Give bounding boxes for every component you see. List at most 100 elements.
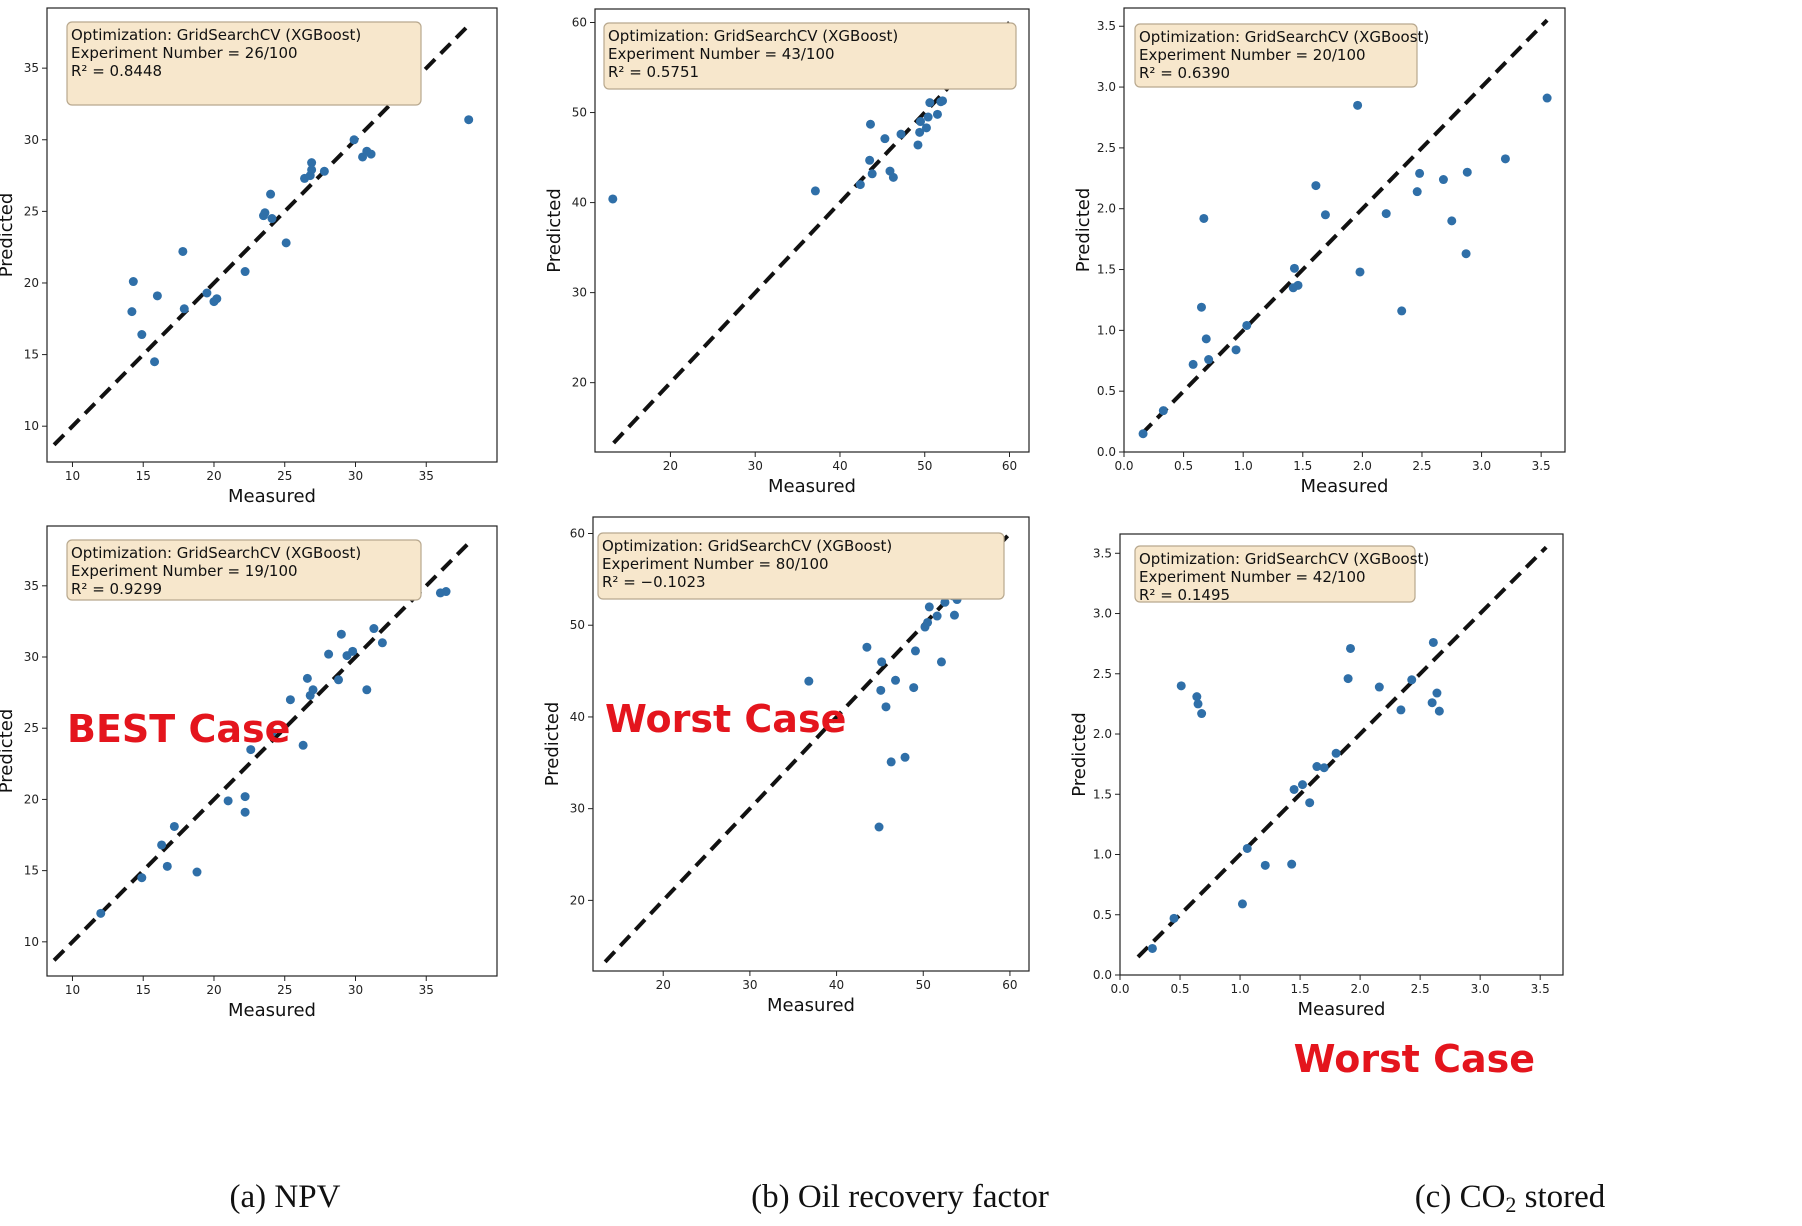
x-tick-label: 50 <box>917 459 932 473</box>
data-point <box>319 166 329 176</box>
data-point <box>896 129 906 139</box>
y-tick-label: 2.0 <box>1093 727 1112 741</box>
data-point <box>876 685 886 695</box>
data-point <box>1289 784 1299 794</box>
data-point <box>1462 167 1472 177</box>
data-point <box>1147 943 1157 953</box>
y-tick-label: 2.0 <box>1097 202 1116 216</box>
data-point <box>150 357 160 367</box>
x-tick-label: 30 <box>748 459 763 473</box>
data-point <box>886 757 896 767</box>
y-tick-label: 40 <box>570 710 585 724</box>
x-tick-label: 0.0 <box>1110 982 1129 996</box>
data-point <box>169 821 179 831</box>
data-point <box>1188 359 1198 369</box>
y-tick-label: 60 <box>570 527 585 541</box>
data-point <box>223 796 233 806</box>
annotation-line: Optimization: GridSearchCV (XGBoost) <box>71 544 361 562</box>
data-point <box>334 675 344 685</box>
data-point <box>909 683 919 693</box>
data-point <box>867 169 877 179</box>
data-point <box>1500 154 1510 164</box>
x-tick-label: 20 <box>206 983 221 997</box>
data-point <box>1542 93 1552 103</box>
y-tick-label: 0.5 <box>1093 908 1112 922</box>
data-point <box>1415 168 1425 178</box>
data-point <box>267 727 277 737</box>
x-tick-label: 20 <box>656 978 671 992</box>
x-tick-label: 1.5 <box>1293 459 1312 473</box>
data-point <box>137 330 147 340</box>
y-tick-label: 3.5 <box>1097 19 1116 33</box>
annotation-box <box>597 532 1005 600</box>
x-tick-label: 15 <box>136 469 151 483</box>
data-point <box>1204 355 1214 365</box>
identity-fit-line <box>52 538 473 962</box>
y-tick-label: 20 <box>24 792 39 806</box>
x-tick-label: 2.5 <box>1411 982 1430 996</box>
x-tick-label: 30 <box>348 983 363 997</box>
data-point <box>1287 859 1297 869</box>
data-point <box>260 208 270 218</box>
y-tick-label: 2.5 <box>1093 667 1112 681</box>
data-point <box>240 792 250 802</box>
y-axis-label: Predicted <box>542 702 563 787</box>
y-axis-label: Predicted <box>0 193 17 278</box>
data-point <box>240 267 250 277</box>
x-tick-label: 1.5 <box>1291 982 1310 996</box>
data-point <box>925 98 935 108</box>
annotation-box <box>66 539 422 601</box>
data-point <box>877 657 887 667</box>
y-tick-label: 1.5 <box>1093 787 1112 801</box>
data-point <box>96 908 106 918</box>
y-tick-label: 10 <box>24 935 39 949</box>
data-point <box>246 745 256 755</box>
annotation-line: R² = −0.1023 <box>602 573 706 591</box>
data-point <box>1374 682 1384 692</box>
data-point <box>874 822 884 832</box>
data-point <box>307 165 317 175</box>
annotation-line: Experiment Number = 26/100 <box>71 44 298 62</box>
y-tick-label: 1.0 <box>1093 848 1112 862</box>
data-point <box>152 291 162 301</box>
data-point <box>1427 698 1437 708</box>
x-axis-label: Measured <box>1298 999 1386 1020</box>
y-tick-label: 30 <box>24 650 39 664</box>
data-point <box>1297 780 1307 790</box>
data-point <box>212 294 222 304</box>
x-axis-label: Measured <box>768 476 856 497</box>
data-point <box>1305 798 1315 808</box>
x-tick-label: 25 <box>277 983 292 997</box>
y-tick-label: 0.0 <box>1093 968 1112 982</box>
x-tick-label: 3.5 <box>1532 459 1551 473</box>
data-point <box>349 135 359 145</box>
y-tick-label: 1.5 <box>1097 263 1116 277</box>
x-axis-label: Measured <box>1301 476 1389 497</box>
data-point <box>1193 699 1203 709</box>
data-point <box>810 186 820 196</box>
data-point <box>302 673 312 683</box>
data-point <box>348 646 358 656</box>
data-point <box>267 214 277 224</box>
data-point <box>938 96 948 106</box>
data-point <box>888 172 898 182</box>
x-tick-label: 3.0 <box>1472 459 1491 473</box>
caption-c: (c) CO2 stored <box>1414 1179 1606 1217</box>
case-label: Worst Case <box>605 697 846 741</box>
annotation-line: R² = 0.6390 <box>1139 64 1230 82</box>
scatter-panel-1: 10 15 20 25 30 35 10 15 20 25 30 35 Measured Predicte… <box>0 7 498 507</box>
annotation-box <box>1134 545 1416 603</box>
x-tick-label: 0.5 <box>1174 459 1193 473</box>
data-point <box>1312 762 1322 772</box>
x-tick-label: 10 <box>65 469 80 483</box>
x-tick-label: 30 <box>348 469 363 483</box>
y-tick-label: 35 <box>24 579 39 593</box>
y-tick-label: 20 <box>24 276 39 290</box>
y-tick-label: 0.5 <box>1097 384 1116 398</box>
annotation-line: Optimization: GridSearchCV (XGBoost) <box>1139 550 1429 568</box>
identity-fit-line <box>1136 545 1548 959</box>
data-point <box>1407 675 1417 685</box>
data-point <box>940 597 950 607</box>
x-tick-label: 2.0 <box>1353 459 1372 473</box>
